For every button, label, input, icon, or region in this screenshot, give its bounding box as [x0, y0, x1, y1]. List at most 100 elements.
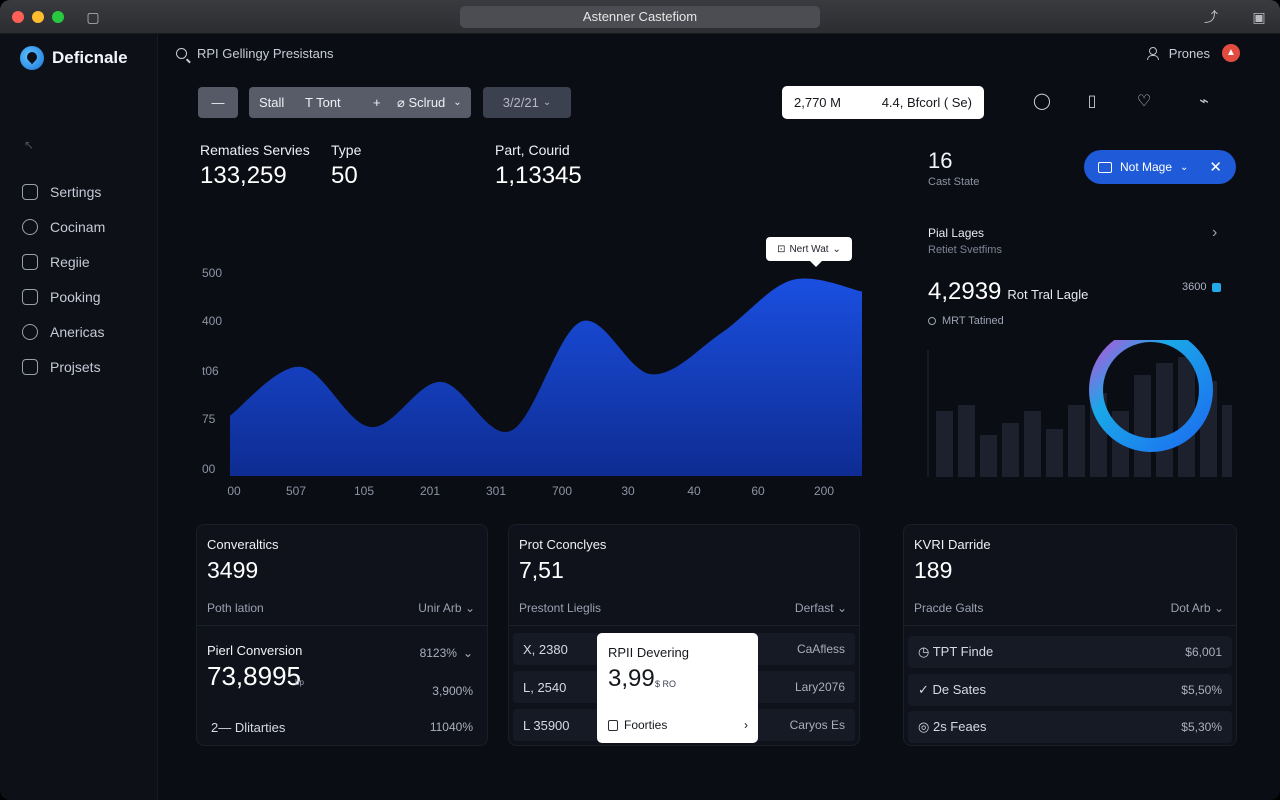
x-tick-label: 40: [687, 484, 701, 498]
minimize-window-button[interactable]: [32, 11, 44, 23]
filter-tont[interactable]: T Tont: [305, 95, 341, 110]
bar: [1002, 423, 1019, 477]
bar: [1134, 375, 1151, 477]
panel-title: Pial Lages: [928, 226, 985, 240]
address-bar[interactable]: Astenner Castefiom: [460, 6, 820, 28]
row-value: $5,30%: [1181, 720, 1222, 734]
add-filter-button[interactable]: +: [373, 95, 381, 110]
bag-icon: [22, 288, 38, 305]
sidebar-item-label: Sertings: [50, 183, 102, 200]
card-dropdown[interactable]: Unir Arb ⌄: [418, 601, 475, 615]
sidebar-item-regiie[interactable]: Regiie: [22, 244, 105, 279]
list-item[interactable]: 2— Dlitarties 11040%: [201, 711, 483, 743]
row-label: X, 2380: [523, 641, 568, 657]
main-area-chart[interactable]: 500 400 t06 75 00 00 507 105 201 301 700 30 40 60 200: [196, 230, 876, 510]
list-item[interactable]: ◎ 2s Feaes $5,30%: [908, 711, 1232, 743]
card-dropdown-label: Unir Arb: [418, 601, 462, 615]
gauge-icon: [22, 218, 38, 235]
sidebar-item-anericas[interactable]: Anericas: [22, 314, 105, 349]
circle-icon: ◎: [918, 719, 930, 734]
detail-popover[interactable]: RPII Devering 3,99 $ RO Foorties ›: [597, 633, 758, 743]
sidebar-toggle-icon[interactable]: ▢: [86, 9, 100, 25]
row-label: De Sates: [932, 682, 987, 697]
conversion-value: 73,8995: [207, 661, 301, 691]
row-label: 2— Dlitarties: [211, 719, 286, 735]
card-conversions: Converaltics 3499 Poth lation Unir Arb ⌄…: [196, 524, 488, 746]
profile-menu[interactable]: Prones ▲: [1146, 44, 1240, 62]
sidebar: Deficnale ↖ Sertings Cocinam Regiie Pook…: [0, 34, 158, 800]
chevron-right-icon[interactable]: ›: [1212, 224, 1218, 241]
share-icon[interactable]: ⤴: [1204, 9, 1218, 25]
sidebar-item-projsets[interactable]: Projsets: [22, 349, 105, 384]
sidebar-item-settings[interactable]: Sertings: [22, 174, 105, 209]
x-tick-label: 507: [286, 484, 306, 498]
panel-bar-ring-chart: [927, 340, 1232, 477]
chevron-down-icon: ⌄: [836, 601, 847, 615]
chat-icon[interactable]: ◯: [1033, 93, 1051, 110]
notification-icon[interactable]: ⌁: [1199, 93, 1209, 110]
donut-ring: [1089, 340, 1213, 452]
kpi-type: Type 50: [331, 142, 361, 190]
search-input[interactable]: RPI Gellingy Presistans: [197, 46, 334, 61]
card-dropdown[interactable]: Dot Arb ⌄: [1171, 601, 1224, 615]
collapse-button[interactable]: —: [198, 87, 238, 118]
panel-metric-legend: 3600: [1182, 281, 1222, 293]
back-arrow-icon[interactable]: ↖: [24, 138, 35, 152]
popover-title: RPII Devering: [608, 645, 689, 660]
filter-group[interactable]: Stall T Tont + ⌀ Sclrud ⌄: [249, 87, 471, 118]
row-label: 2s Feaes: [932, 719, 987, 734]
card-dropdown-label: Dot Arb: [1170, 601, 1211, 615]
popover-footer-label: Foorties: [624, 718, 668, 732]
card-title: KVRI Darride: [914, 537, 991, 552]
sidebar-item-label: Projsets: [50, 358, 101, 375]
filter-stall[interactable]: Stall: [259, 95, 285, 110]
tablet-icon[interactable]: ▯: [1087, 93, 1097, 110]
popover-unit: $ RO: [655, 679, 677, 689]
close-icon[interactable]: ✕: [1209, 159, 1222, 176]
stat-summary-pill[interactable]: 2,770 M 4.4, Bfcorl ( Se): [782, 86, 984, 119]
date-picker[interactable]: 3/2/21 ⌄: [483, 87, 571, 118]
divider: [197, 625, 487, 626]
panel-metric-right: 3600: [1182, 281, 1207, 293]
kpi-value: 133,259: [200, 162, 287, 189]
conversion-unit: bp: [295, 678, 304, 687]
popover-footer-link[interactable]: Foorties ›: [608, 718, 748, 732]
legend-swatch: [1212, 282, 1222, 292]
card-dropdown-label: Derfast: [794, 601, 834, 615]
list-item[interactable]: 3,900%: [201, 675, 483, 707]
row-label: L, 2540: [523, 679, 567, 695]
bar: [1156, 363, 1173, 477]
row-value: Lary2076: [794, 680, 845, 694]
tracked-status: MRT Tatined: [928, 315, 1004, 327]
notification-badge-icon[interactable]: ▲: [1222, 44, 1240, 62]
heart-icon[interactable]: ♡: [1136, 93, 1152, 110]
search-icon: [176, 48, 187, 59]
lock-icon: ⊡: [777, 243, 786, 255]
sidebar-item-pooking[interactable]: Pooking: [22, 279, 105, 314]
row-value: $5,50%: [1181, 683, 1222, 697]
brand-logo[interactable]: Deficnale: [20, 46, 128, 70]
row-value: 8123%: [419, 646, 457, 660]
card-dropdown[interactable]: Derfast ⌄: [795, 601, 847, 615]
sidebar-item-cocinam[interactable]: Cocinam: [22, 209, 105, 244]
y-tick-label: 75: [202, 412, 216, 426]
bar: [1178, 357, 1195, 477]
mode-select-button[interactable]: Not Mage ⌄ ✕: [1084, 150, 1236, 184]
chart-tooltip: ⊡ Nert Wat ⌄: [766, 237, 852, 267]
row-value: Caryos Es: [789, 718, 845, 732]
maximize-window-button[interactable]: [52, 11, 64, 23]
row-value: 11040%: [429, 720, 473, 734]
list-item[interactable]: ◷ TPT Finde $6,001: [908, 636, 1232, 668]
divider: [509, 625, 859, 626]
tabs-icon[interactable]: ▣: [1252, 9, 1266, 25]
bar: [1046, 429, 1063, 477]
area-series[interactable]: [230, 278, 862, 476]
list-item[interactable]: ✓ De Sates $5,50%: [908, 674, 1232, 706]
list-item[interactable]: 8123% ⌄: [201, 637, 483, 669]
search-bar[interactable]: RPI Gellingy Presistans: [176, 46, 334, 61]
case-count: 16: [928, 148, 953, 173]
close-window-button[interactable]: [12, 11, 24, 23]
row-label-group: ◷ TPT Finde: [918, 644, 993, 660]
filter-sclrud[interactable]: ⌀ Sclrud: [397, 94, 446, 110]
